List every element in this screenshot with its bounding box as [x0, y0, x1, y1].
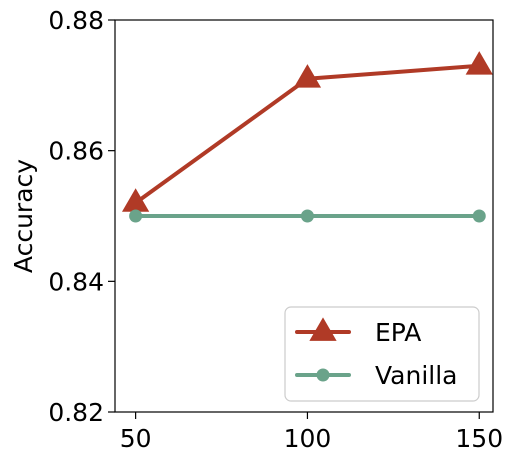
epa-legend-label: EPA: [375, 318, 421, 347]
plot-frame: [114, 19, 494, 413]
axes: 0.82 0.84 0.86 0.88 50 100 150 Accuracy: [9, 6, 503, 453]
y-tick-label: 0.86: [48, 137, 104, 166]
y-axis-label: Accuracy: [9, 159, 38, 273]
epa-legend-marker: [309, 317, 337, 341]
vanilla-point: [129, 209, 143, 223]
x-tick-label: 50: [120, 424, 152, 453]
legend: EPA Vanilla: [284, 306, 480, 402]
y-tick-label: 0.82: [48, 398, 104, 427]
plot-area: [121, 51, 493, 223]
y-tick-label: 0.88: [48, 6, 104, 35]
series-vanilla: [129, 209, 486, 223]
x-tick-label: 150: [455, 424, 503, 453]
vanilla-point: [472, 209, 486, 223]
vanilla-legend-label: Vanilla: [375, 361, 457, 390]
vanilla-legend-marker: [316, 368, 330, 382]
epa-point: [121, 188, 150, 212]
series-epa: [121, 51, 493, 212]
y-tick-label: 0.84: [48, 267, 104, 296]
x-tick-label: 100: [284, 424, 332, 453]
epa-point: [465, 51, 493, 75]
epa-point: [293, 64, 322, 88]
legend-item-vanilla: Vanilla: [295, 361, 457, 390]
vanilla-point: [300, 209, 314, 223]
legend-item-epa: EPA: [295, 317, 421, 347]
